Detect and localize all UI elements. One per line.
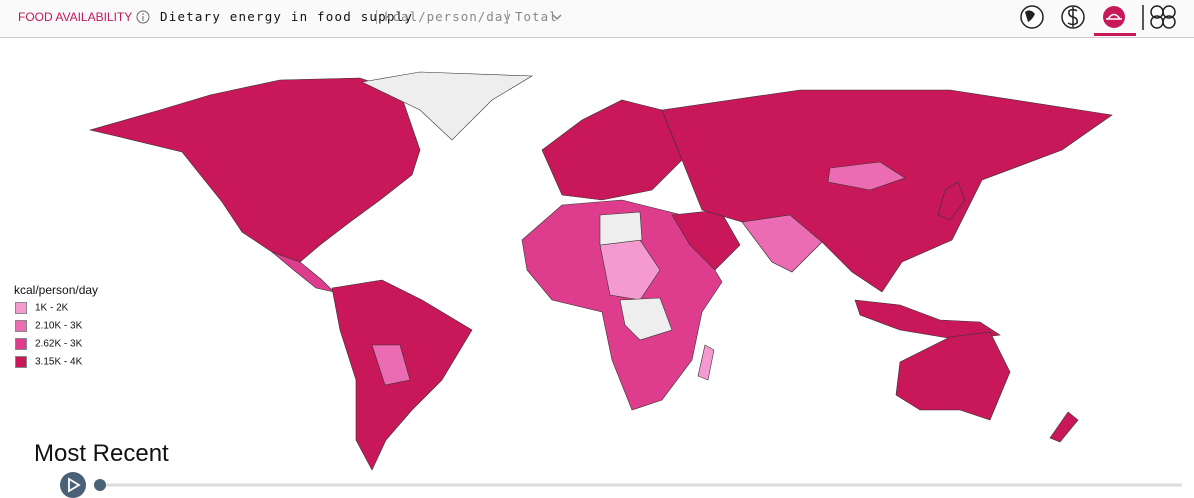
japan[interactable] <box>937 181 966 221</box>
central-africa-nodata[interactable] <box>619 297 673 341</box>
icon-detail <box>1025 10 1035 22</box>
legend-label: 2.10K - 3K <box>35 320 83 332</box>
slider-knob[interactable] <box>94 479 106 491</box>
food-icon-active[interactable] <box>1103 6 1125 28</box>
icon-detail <box>1162 5 1176 19</box>
section-title: FOOD AVAILABILITY <box>18 10 133 24</box>
europe[interactable] <box>541 99 683 201</box>
timeline <box>60 472 1182 498</box>
south-asia[interactable] <box>741 214 823 273</box>
legend-item[interactable]: 2.62K - 3K <box>15 338 82 350</box>
view-icons <box>1020 5 1176 36</box>
icon-detail <box>1162 15 1176 29</box>
header-bar: FOOD AVAILABILITY Dietary energy in food… <box>0 0 1194 38</box>
asia[interactable] <box>661 89 1113 293</box>
separator <box>507 10 508 24</box>
legend-item[interactable]: 1K - 2K <box>15 302 68 314</box>
andes-region[interactable] <box>371 344 411 386</box>
legend-swatch <box>15 356 27 368</box>
legend-swatch <box>15 338 27 350</box>
world-map <box>88 71 1113 471</box>
icon-detail <box>1106 13 1122 20</box>
legend-item[interactable]: 2.10K - 3K <box>15 320 82 332</box>
breakdown-dropdown[interactable]: Total <box>515 9 558 24</box>
legend-swatch <box>15 320 27 332</box>
dropdown-arrow[interactable] <box>552 13 562 21</box>
north-america[interactable] <box>88 77 421 263</box>
separator <box>376 10 377 24</box>
active-underline <box>1094 33 1136 36</box>
australia[interactable] <box>895 331 1011 421</box>
greenland[interactable] <box>361 71 534 141</box>
new-zealand[interactable] <box>1049 411 1079 443</box>
info-icon[interactable] <box>136 10 150 24</box>
legend-swatch <box>15 302 27 314</box>
legend-label: 3.15K - 4K <box>35 356 83 368</box>
indonesia[interactable] <box>854 299 1001 341</box>
mongolia[interactable] <box>827 161 906 191</box>
legend-title: kcal/person/day <box>14 283 99 297</box>
indicator[interactable]: Dietary energy in food supply <box>160 9 414 24</box>
unit: kcal/person/day <box>384 9 512 24</box>
libya-nodata[interactable] <box>599 211 643 246</box>
icon-detail <box>1067 7 1078 27</box>
legend-item[interactable]: 3.15K - 4K <box>15 356 82 368</box>
legend-label: 2.62K - 3K <box>35 338 83 350</box>
legend-label: 1K - 2K <box>35 302 69 314</box>
play-icon <box>68 477 81 493</box>
timeline-label: Most Recent <box>34 440 169 467</box>
madagascar[interactable] <box>697 344 715 381</box>
play-button[interactable] <box>60 472 86 498</box>
